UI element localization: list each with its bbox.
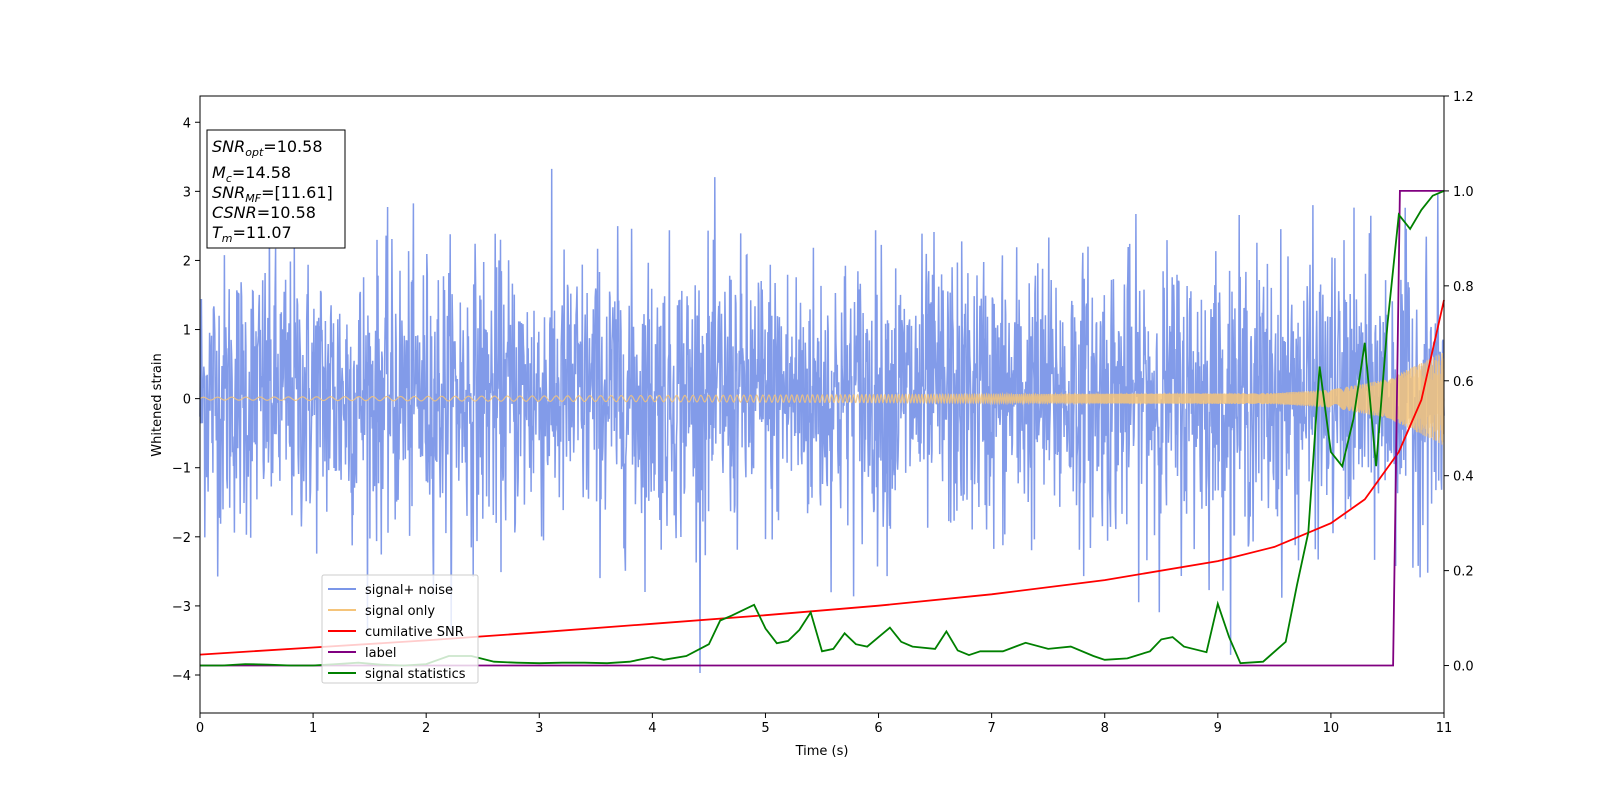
info-csnr: CSNR=10.58 bbox=[212, 203, 316, 222]
x-tick-label: 7 bbox=[987, 721, 995, 736]
y2-tick-label: 0.2 bbox=[1453, 565, 1474, 580]
y-tick-label: 1 bbox=[183, 324, 191, 339]
legend-label: signal only bbox=[365, 604, 435, 619]
x-tick-label: 10 bbox=[1323, 721, 1340, 736]
plot-frame bbox=[199, 95, 1445, 714]
series-signal-noise bbox=[199, 168, 1445, 674]
legend-label: signal statistics bbox=[365, 667, 466, 682]
y-axis-label: Whitened strain bbox=[150, 353, 165, 456]
x-tick-label: 9 bbox=[1214, 721, 1222, 736]
x-tick-label: 5 bbox=[761, 721, 769, 736]
legend-label: label bbox=[365, 646, 396, 661]
plot-area bbox=[199, 168, 1445, 674]
y-tick-label: −1 bbox=[172, 462, 191, 477]
y-tick-label: 0 bbox=[183, 393, 191, 408]
series-signal-statistics bbox=[200, 190, 1445, 667]
x-axis-label: Time (s) bbox=[795, 744, 849, 759]
x-tick-label: 8 bbox=[1101, 721, 1109, 736]
y-tick-label: 3 bbox=[183, 185, 191, 200]
legend-label: cumilative SNR bbox=[365, 625, 464, 640]
x-tick-label: 2 bbox=[422, 721, 430, 736]
y2-tick-label: 0.0 bbox=[1453, 660, 1474, 675]
series-cumilative-snr bbox=[199, 299, 1445, 656]
x-tick-label: 0 bbox=[196, 721, 204, 736]
x-tick-label: 11 bbox=[1436, 721, 1453, 736]
info-snr-opt: SNRopt=10.58 bbox=[212, 137, 323, 159]
series-label bbox=[200, 189, 1444, 667]
y2-tick-label: 1.0 bbox=[1453, 185, 1474, 200]
y-tick-label: −3 bbox=[172, 600, 191, 615]
legend: signal+ noise signal only cumilative SNR la… bbox=[321, 574, 479, 684]
y-tick-label: −4 bbox=[172, 669, 191, 684]
y2-tick-label: 0.6 bbox=[1453, 375, 1474, 390]
info-box: SNRopt=10.58 Mc=14.58 SNRMF=[11.61] CSNR… bbox=[206, 129, 346, 249]
info-tm: Tm=11.07 bbox=[212, 223, 292, 245]
x-tick-label: 1 bbox=[309, 721, 317, 736]
y2-tick-label: 0.4 bbox=[1453, 470, 1474, 485]
info-snr-mf: SNRMF=[11.61] bbox=[212, 183, 333, 205]
y-tick-label: −2 bbox=[172, 531, 191, 546]
y2-tick-label: 1.2 bbox=[1453, 90, 1474, 105]
series-signal-only bbox=[199, 352, 1445, 445]
x-tick-label: 4 bbox=[648, 721, 656, 736]
y-tick-label: 2 bbox=[183, 254, 191, 269]
y2-tick-label: 0.8 bbox=[1453, 280, 1474, 295]
y-tick-label: 4 bbox=[183, 116, 191, 131]
axes: 0 1 2 3 4 5 6 7 8 9 10 1143210−1−2−3−40.00.20.40.60… bbox=[172, 90, 1474, 736]
x-tick-label: 3 bbox=[535, 721, 543, 736]
x-tick-label: 6 bbox=[874, 721, 882, 736]
legend-label: signal+ noise bbox=[365, 583, 453, 598]
info-mc: Mc=14.58 bbox=[212, 163, 291, 185]
